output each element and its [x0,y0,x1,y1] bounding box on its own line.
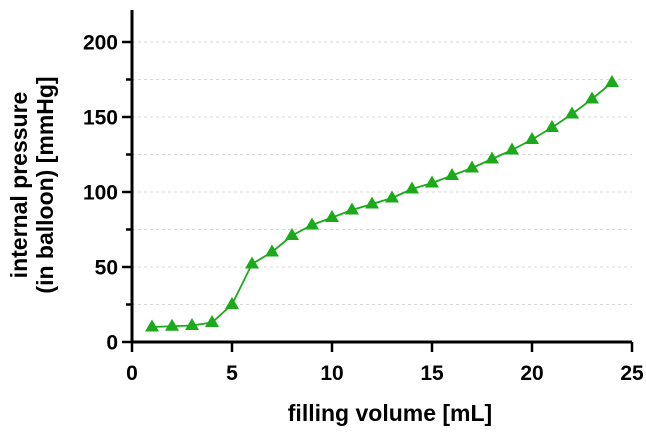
data-point-triangle [325,210,339,223]
axes [130,10,632,344]
data-point-triangle [445,168,459,181]
data-point-triangle [365,196,379,209]
data-point-triangle [565,106,579,119]
x-tick-label: 5 [226,362,238,385]
data-point-triangle [385,190,399,203]
grid-lines [132,41,632,305]
data-point-triangle [405,181,419,194]
x-tick-label: 15 [420,362,444,385]
tick-labels: 0 50 100 150 200 0 5 10 15 20 25 [83,32,644,386]
y-tick-label: 150 [83,107,118,130]
data-point-triangle [485,151,499,164]
data-point-triangle [545,120,559,133]
data-point-triangle [425,175,439,188]
data-point-triangle [525,132,539,145]
x-tick-label: 25 [620,362,644,385]
x-tick-label: 20 [520,362,543,385]
y-tick-label: 50 [95,257,118,280]
data-point-triangle [465,160,479,173]
series-layer [145,75,619,332]
data-point-triangle [245,256,259,269]
y-axis-title-line-2: (in balloon) [mmHg] [32,76,58,293]
y-tick-label: 200 [83,32,118,55]
data-point-triangle [185,318,199,331]
series-line [151,81,613,328]
data-point-triangle [145,319,159,332]
data-point-triangle [305,217,319,230]
data-point-triangle [265,244,279,257]
x-axis-title: filling volume [mL] [288,400,492,426]
data-point-triangle [225,297,239,310]
data-point-triangle [285,228,299,241]
data-point-triangle [505,142,519,155]
data-point-triangle [585,91,599,104]
y-tick-label: 100 [83,182,118,205]
x-tick-label: 0 [126,362,138,385]
y-tick-label: 0 [106,332,118,355]
data-point-triangle [165,318,179,331]
data-point-triangle [205,315,219,328]
data-point-triangle [605,75,619,88]
x-tick-label: 10 [320,362,343,385]
data-point-triangle [345,202,359,215]
y-axis-title-line-1: internal pressure [6,92,32,279]
tick-marks [122,40,634,352]
